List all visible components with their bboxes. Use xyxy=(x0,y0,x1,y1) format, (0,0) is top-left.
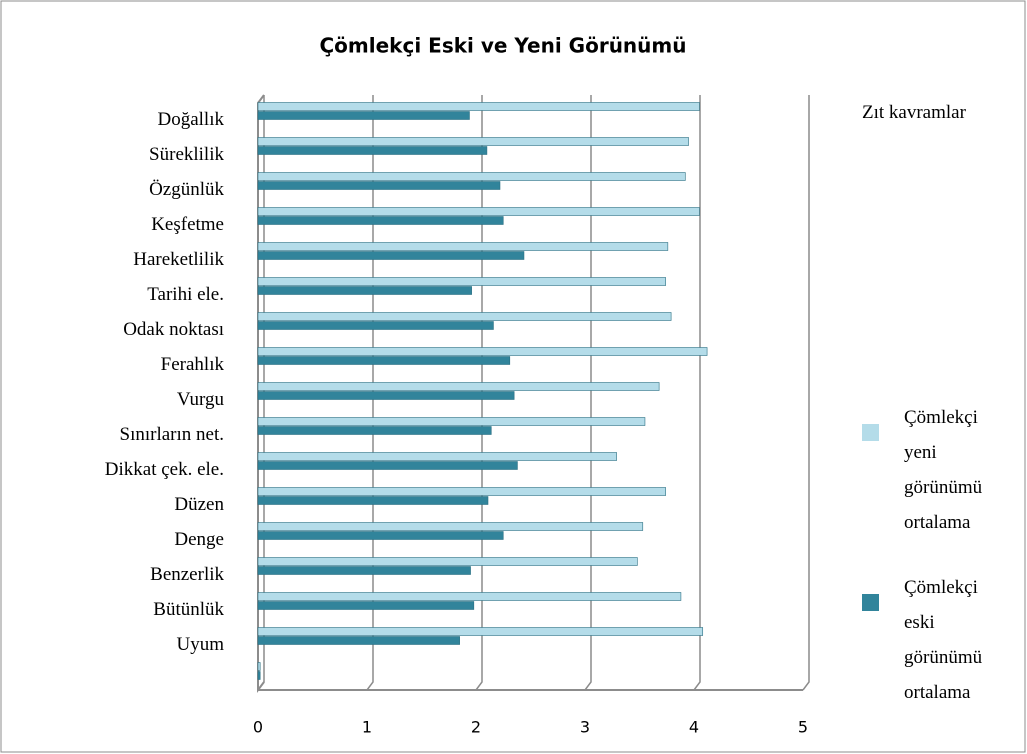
legend-label: Çömlekçi eski görünümü ortalama xyxy=(904,577,983,703)
x-tick-label: 3 xyxy=(580,718,590,737)
legend-title: Zıt kavramlar xyxy=(862,102,966,123)
bar xyxy=(257,671,261,680)
bar xyxy=(257,636,460,645)
bar xyxy=(257,207,700,216)
bar xyxy=(257,172,686,181)
y-tick-label: Sınırların net. xyxy=(120,424,224,445)
x-tick-label: 2 xyxy=(471,718,481,737)
grid-line xyxy=(802,95,810,691)
bar xyxy=(257,356,511,365)
bar xyxy=(257,382,660,391)
bar xyxy=(257,347,708,356)
x-tick-label: 0 xyxy=(253,718,263,737)
y-tick-label: Ferahlık xyxy=(161,354,225,375)
y-tick-label: Denge xyxy=(174,529,224,550)
bar xyxy=(257,566,471,575)
bar xyxy=(257,627,704,636)
x-tick-label: 5 xyxy=(798,718,808,737)
y-tick-label: Doğallık xyxy=(158,109,225,130)
bar xyxy=(257,662,261,671)
bar xyxy=(257,277,666,286)
bar xyxy=(257,531,504,540)
bar xyxy=(257,557,638,566)
legend-swatch xyxy=(862,594,879,611)
bar xyxy=(257,496,489,505)
legend-swatch xyxy=(862,424,879,441)
y-tick-label: Tarihi ele. xyxy=(147,284,224,305)
bar xyxy=(257,321,494,330)
bar xyxy=(257,426,492,435)
bar xyxy=(257,601,475,610)
bar xyxy=(257,111,470,120)
bar xyxy=(257,417,646,426)
y-tick-label: Süreklilik xyxy=(149,144,224,165)
bar xyxy=(257,102,700,111)
y-tick-label: Dikkat çek. ele. xyxy=(105,459,224,480)
bar xyxy=(257,251,525,260)
bar xyxy=(257,146,488,155)
grid-line xyxy=(475,95,483,691)
y-tick-label: Keşfetme xyxy=(151,214,224,235)
y-tick-label: Bütünlük xyxy=(153,599,224,620)
bar xyxy=(257,181,501,190)
bar xyxy=(257,216,504,225)
y-tick-label: Hareketlilik xyxy=(133,249,224,270)
y-tick-label: Vurgu xyxy=(177,389,225,410)
x-tick-label: 1 xyxy=(362,718,372,737)
grid-line xyxy=(584,95,592,691)
y-tick-label: Odak noktası xyxy=(123,319,224,340)
bar xyxy=(257,487,666,496)
bar xyxy=(257,312,672,321)
bar xyxy=(257,461,518,470)
y-tick-label: Özgünlük xyxy=(149,179,224,200)
legend-label: Çömlekçi yeni görünümü ortalama xyxy=(904,407,983,533)
chart-title: Çömlekçi Eski ve Yeni Görünümü xyxy=(320,34,687,58)
bar xyxy=(257,286,472,295)
bar xyxy=(257,137,689,146)
x-tick-label: 4 xyxy=(689,718,699,737)
grid-line xyxy=(693,95,701,691)
bar xyxy=(257,391,515,400)
bar xyxy=(257,452,617,461)
y-tick-label: Uyum xyxy=(177,634,225,655)
y-tick-label: Düzen xyxy=(174,494,224,515)
bar xyxy=(257,522,644,531)
y-tick-label: Benzerlik xyxy=(150,564,224,585)
bar xyxy=(257,592,682,601)
bar xyxy=(257,242,669,251)
